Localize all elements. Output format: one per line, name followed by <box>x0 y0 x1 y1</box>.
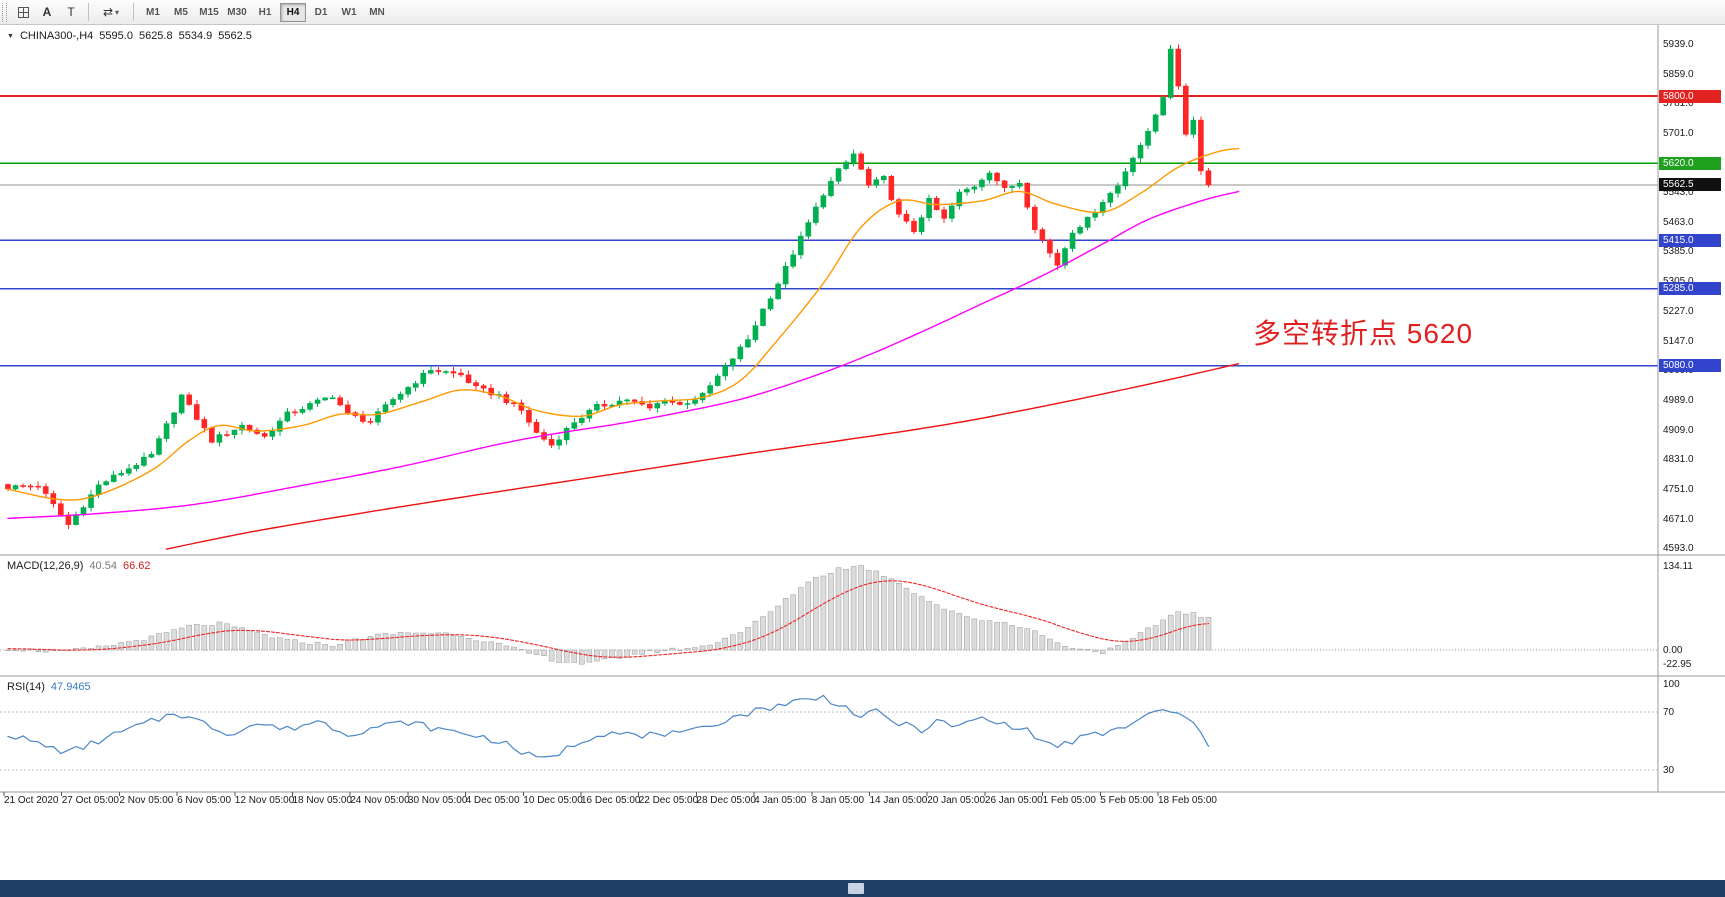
time-axis-label: 6 Nov 05:00 <box>177 795 232 806</box>
price-axis-label: 5781.0 <box>1663 98 1694 110</box>
price-tag-5415.0: 5415.0 <box>1659 233 1721 247</box>
timeframe-button-d1[interactable]: D1 <box>314 6 328 18</box>
symbol-name: CHINA300-,H4 <box>19 30 94 42</box>
time-axis-label: 30 Nov 05:00 <box>407 795 468 806</box>
time-axis-label: 16 Dec 05:00 <box>581 795 641 806</box>
timeframe-toolbar: M1 M5 M15 M30 H1 H4 D1 W1 MN <box>139 2 391 22</box>
time-axis-label: 26 Jan 05:00 <box>984 795 1043 806</box>
macd-signal-value: 66.62 <box>122 560 151 572</box>
time-axis-label: 20 Jan 05:00 <box>927 795 986 806</box>
rsi-indicator-header: RSI(14) 47.9465 <box>7 681 91 693</box>
timeframe-button-m15[interactable]: M15 <box>199 6 219 18</box>
time-axis-label: 5 Feb 05:00 <box>1100 795 1154 806</box>
price-axis-label: 5859.0 <box>1663 68 1694 80</box>
time-axis-label: 18 Feb 05:00 <box>1158 795 1217 806</box>
time-axis-label: 28 Dec 05:00 <box>696 795 756 806</box>
text-tool-button[interactable]: T <box>67 5 75 19</box>
macd-main-value: 40.54 <box>89 560 117 572</box>
timeframe-button-w1[interactable]: W1 <box>341 6 357 18</box>
price-axis-label: 5701.0 <box>1663 128 1694 140</box>
text-label-tool-button[interactable]: A <box>42 5 52 19</box>
chevron-down-icon: ▾ <box>115 7 120 17</box>
toolbar-separator <box>88 3 89 21</box>
rsi-axis-label: 100 <box>1663 679 1680 690</box>
rsi-axis-label: 70 <box>1663 707 1675 718</box>
time-axis-label: 2 Nov 05:00 <box>119 795 174 806</box>
price-tag-5620.0: 5620.0 <box>1659 156 1721 170</box>
price-tag-5285.0: 5285.0 <box>1659 282 1721 296</box>
rsi-axis-label: 30 <box>1663 765 1675 776</box>
timeframe-button-h1[interactable]: H1 <box>258 6 272 18</box>
time-axis-label: 21 Oct 2020 <box>4 795 59 806</box>
timeframe-button-h4[interactable]: H4 <box>280 2 306 22</box>
timeframe-button-m5[interactable]: M5 <box>174 6 188 18</box>
arrows-icon: ⇄ <box>102 5 114 19</box>
macd-title: MACD(12,26,9) <box>7 560 84 572</box>
time-axis-label: 12 Nov 05:00 <box>234 795 295 806</box>
time-axis-label: 22 Dec 05:00 <box>638 795 699 806</box>
timeframe-button-mn[interactable]: MN <box>369 6 385 18</box>
price-axis-label: 4593.0 <box>1663 542 1694 554</box>
time-axis-label: 18 Nov 05:00 <box>292 795 353 806</box>
macd-axis-label: 0.00 <box>1663 645 1683 656</box>
time-axis-label: 14 Jan 05:00 <box>869 795 928 806</box>
symbol-header: ▼ CHINA300-,H4 5595.0 5625.8 5534.9 5562… <box>7 30 252 42</box>
toolbar: A T ⇄ ▾ M1 M5 M15 M30 H1 H4 D1 W1 MN <box>0 0 1725 25</box>
annotation-text: 多空转折点 5620 <box>1253 318 1474 349</box>
scrollbar-handle[interactable] <box>848 883 864 894</box>
ohlc-open: 5595.0 <box>99 30 133 42</box>
time-axis-label: 10 Dec 05:00 <box>523 795 583 806</box>
toolbar-separator <box>133 3 134 21</box>
time-axis-label: 1 Feb 05:00 <box>1042 795 1096 806</box>
grid-icon <box>17 6 29 18</box>
price-axis-label: 5939.0 <box>1663 39 1694 50</box>
ohlc-low: 5534.9 <box>178 30 213 42</box>
price-axis-label: 4831.0 <box>1663 453 1694 465</box>
ohlc-high: 5625.8 <box>138 30 173 42</box>
timeframe-button-m30[interactable]: M30 <box>227 6 247 18</box>
time-axis-label: 4 Dec 05:00 <box>465 795 520 806</box>
rsi-title: RSI(14) <box>7 681 45 693</box>
price-axis-label: 5543.0 <box>1663 187 1694 199</box>
time-axis-label: 8 Jan 05:00 <box>811 795 865 806</box>
price-axis-label: 5385.0 <box>1663 246 1694 258</box>
time-axis-label: 4 Jan 05:00 <box>754 795 807 806</box>
price-axis-label: 5463.0 <box>1663 217 1694 229</box>
macd-indicator-header: MACD(12,26,9) 40.54 66.62 <box>7 560 150 572</box>
price-axis-label: 4751.0 <box>1663 483 1694 495</box>
toolbar-grip[interactable] <box>2 2 7 22</box>
chart-canvas[interactable] <box>0 25 1725 880</box>
time-axis-label: 27 Oct 05:00 <box>61 795 119 806</box>
price-axis-label: 4671.0 <box>1663 513 1694 525</box>
price-axis-label: 5147.0 <box>1663 335 1694 347</box>
price-tag-5562.5: 5562.5 <box>1659 178 1721 192</box>
price-tag-5800.0: 5800.0 <box>1659 89 1721 103</box>
timeframe-button-m1[interactable]: M1 <box>146 6 160 18</box>
indicators-dropdown-button[interactable]: ⇄ ▾ <box>95 2 127 23</box>
rsi-value: 47.9465 <box>50 681 91 693</box>
time-axis-label: 24 Nov 05:00 <box>350 795 410 806</box>
price-axis-label: 4909.0 <box>1663 424 1694 436</box>
price-axis-label: 4989.0 <box>1663 394 1694 406</box>
macd-axis-label: -22.95 <box>1663 659 1692 671</box>
price-tag-5080.0: 5080.0 <box>1659 359 1721 373</box>
ohlc-close: 5562.5 <box>218 30 252 42</box>
symbol-dropdown-icon[interactable]: ▼ <box>7 32 14 40</box>
horizontal-scrollbar[interactable] <box>0 880 1725 897</box>
macd-axis-label: 134.11 <box>1663 561 1693 573</box>
price-axis-label: 5305.0 <box>1663 276 1694 287</box>
price-axis-label: 5227.0 <box>1663 305 1694 317</box>
grid-tool-button[interactable] <box>12 2 34 23</box>
